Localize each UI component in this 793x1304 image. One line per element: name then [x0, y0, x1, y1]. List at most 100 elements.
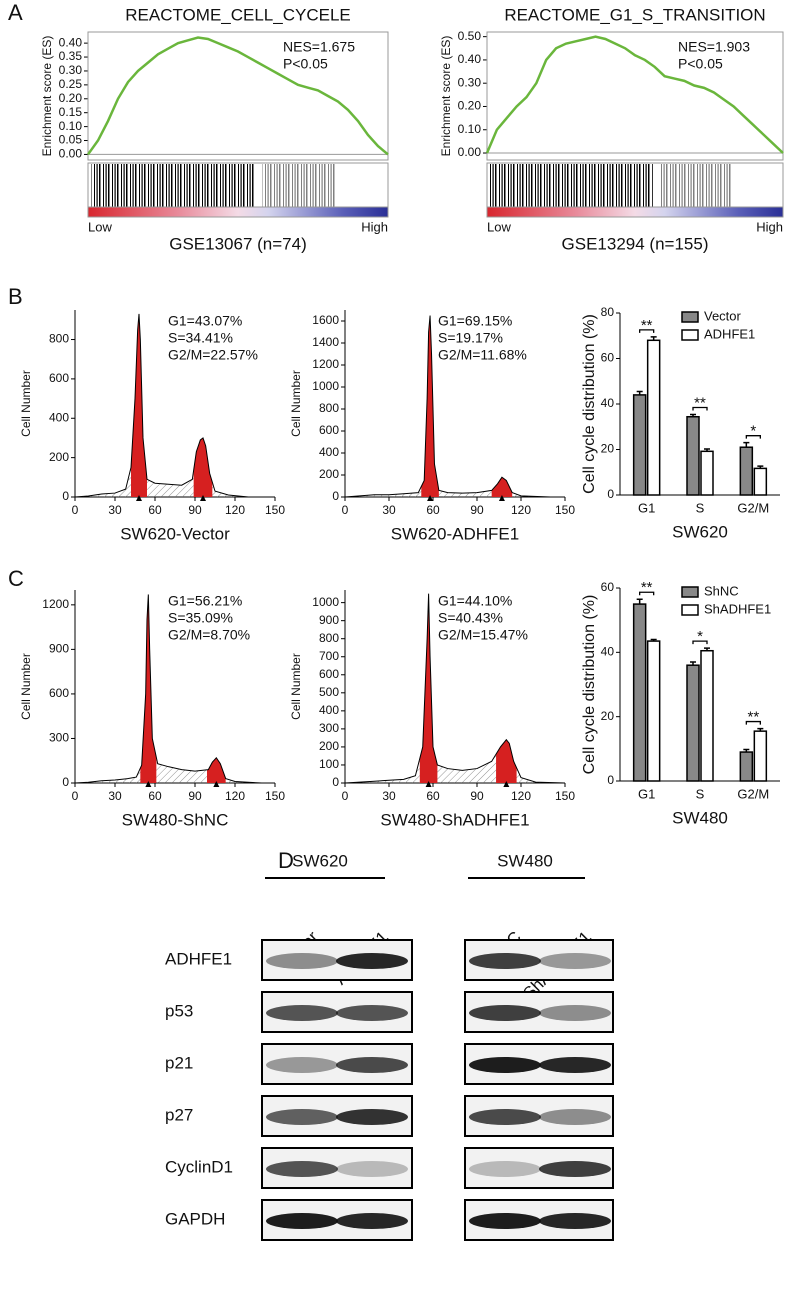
y-tick-label: 800 [319, 401, 339, 415]
y-tick-label: 800 [319, 631, 339, 645]
y-tick-label: 0.40 [59, 35, 83, 49]
significance: ** [641, 317, 653, 334]
hits [490, 164, 653, 207]
x-tick-label: 150 [555, 503, 575, 517]
x-tick-label: 30 [108, 789, 122, 803]
significance: ** [641, 579, 653, 596]
x-tick-label: 60 [148, 503, 162, 517]
error-bar [636, 598, 643, 605]
y-tick-label: 200 [319, 739, 339, 753]
es-line [86, 36, 389, 156]
histogram [344, 593, 566, 784]
row-label: ADHFE1 [165, 949, 232, 968]
histogram [344, 315, 565, 498]
x-tick-label: 60 [426, 503, 440, 517]
y-tick-label: 40 [601, 396, 615, 410]
error-bar [650, 638, 657, 642]
y-tick-label: 0 [62, 775, 69, 789]
error-bar [650, 336, 657, 341]
band [266, 953, 338, 969]
y-tick-label: 400 [49, 410, 69, 424]
legend-swatch [681, 586, 699, 598]
error-bar [743, 748, 750, 753]
bar [646, 339, 661, 496]
y-tick-label: 0.30 [458, 75, 482, 89]
x-tick-label: 90 [470, 503, 484, 517]
y-tick-label: 1400 [312, 335, 339, 349]
x-tick-label: 150 [265, 503, 285, 517]
y-tick-label: 80 [601, 305, 615, 319]
annotation: S=34.41% [168, 330, 233, 346]
hits-sparse [658, 164, 733, 207]
group-label: SW620 [292, 851, 348, 870]
x-tick-label: 0 [342, 789, 349, 803]
y-axis-label: Cell cycle distribution (%) [581, 314, 598, 494]
annotation: G2/M=8.70% [168, 627, 250, 643]
y-tick-label: 0 [607, 773, 614, 787]
y-tick-label: 1200 [42, 597, 69, 611]
error-bar [690, 661, 696, 666]
y-axis-label: Cell cycle distribution (%) [581, 595, 598, 775]
annotation: P<0.05 [283, 56, 328, 72]
peak-marker [136, 495, 142, 501]
y-axis-label: Cell Number [19, 653, 33, 720]
x-tick-label: 150 [265, 789, 285, 803]
x-axis-label: SW480-ShNC [122, 810, 229, 829]
y-tick-label: 600 [49, 371, 69, 385]
significance-bracket [692, 406, 708, 411]
band [539, 1213, 611, 1229]
rank-bar [87, 206, 389, 218]
y-tick-label: 300 [49, 731, 69, 745]
x-tick-label: 30 [108, 503, 122, 517]
annotation: P<0.05 [678, 56, 723, 72]
y-tick-label: 0.50 [458, 29, 482, 43]
y-tick-label: 60 [601, 580, 615, 594]
annotation: S=35.09% [168, 610, 233, 626]
y-tick-label: 200 [319, 467, 339, 481]
bar [739, 446, 754, 496]
y-axis-label: Cell Number [19, 370, 33, 437]
y-tick-label: 600 [49, 686, 69, 700]
y-tick-label: 0.20 [458, 99, 482, 113]
y-tick-label: 0 [62, 489, 69, 503]
x-tick-label: 60 [148, 789, 162, 803]
y-axis-label: Cell Number [289, 653, 303, 720]
panel-letter: C [8, 566, 24, 591]
y-tick-label: 0.10 [59, 119, 83, 133]
row-label: CyclinD1 [165, 1157, 233, 1176]
y-tick-label: 0.35 [59, 49, 83, 63]
peak-marker [213, 781, 220, 787]
significance: * [750, 423, 756, 440]
x-tick-label: 120 [511, 789, 531, 803]
band [266, 1057, 338, 1073]
band [336, 1213, 408, 1229]
annotation: G2/M=11.68% [438, 347, 527, 363]
y-tick-label: 0 [332, 489, 339, 503]
histogram [74, 313, 275, 498]
x-end-label: High [756, 219, 783, 234]
legend-swatch [681, 329, 699, 341]
x-axis-label: SW620 [672, 522, 728, 541]
y-tick-label: 0.00 [458, 145, 482, 159]
hits [91, 164, 256, 207]
y-tick-label: 500 [319, 685, 339, 699]
band [266, 1161, 338, 1177]
y-tick-label: 1000 [312, 595, 339, 609]
significance: * [697, 628, 703, 645]
x-tick-label: 0 [72, 503, 79, 517]
y-tick-label: 0.40 [458, 52, 482, 66]
group-label: SW480 [497, 851, 553, 870]
error-bar [636, 390, 643, 395]
y-tick-label: 0.05 [59, 133, 83, 147]
peak-marker [498, 495, 505, 501]
x-axis-label: SW480 [672, 808, 728, 827]
y-axis-label: Enrichment score (ES) [439, 36, 453, 157]
bar [686, 664, 700, 782]
histogram [74, 594, 275, 784]
x-tick-label: 90 [188, 503, 202, 517]
x-tick-label: 90 [470, 789, 484, 803]
y-tick-label: 400 [319, 703, 339, 717]
y-tick-label: 1600 [312, 313, 339, 327]
y-tick-label: 20 [601, 442, 615, 456]
